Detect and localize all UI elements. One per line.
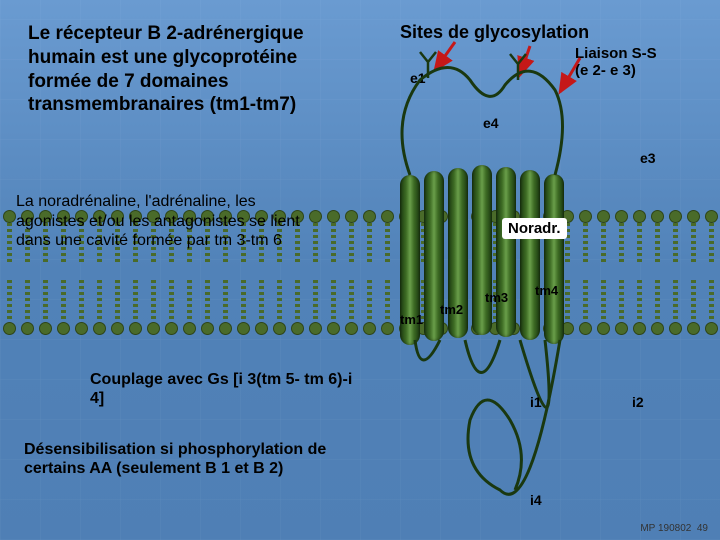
lipid — [631, 280, 647, 335]
label-i4: i4 — [530, 492, 542, 508]
helix-tm7 — [544, 174, 564, 344]
footer-page: 49 — [697, 523, 708, 534]
label-tm4: tm4 — [535, 283, 558, 298]
lipid — [181, 280, 197, 335]
lipid — [613, 210, 629, 265]
lipid — [685, 210, 701, 265]
lipid — [649, 210, 665, 265]
lipid — [649, 280, 665, 335]
lipid — [271, 280, 287, 335]
lipid — [685, 280, 701, 335]
label-e4: e4 — [483, 115, 499, 131]
lipid — [1, 280, 17, 335]
lipid — [595, 210, 611, 265]
lipid — [577, 210, 593, 265]
lipid — [163, 280, 179, 335]
lipid — [73, 280, 89, 335]
label-i2: i2 — [632, 394, 644, 410]
lipid — [595, 280, 611, 335]
label-e1: e1 — [410, 70, 426, 86]
liaison-line2: (e 2- e 3) — [575, 62, 657, 79]
label-e3: e3 — [640, 150, 656, 166]
lipid — [1, 210, 17, 265]
glyco-arrow-1 — [435, 42, 455, 70]
lipid — [217, 280, 233, 335]
lipid — [289, 280, 305, 335]
coupling-text: Couplage avec Gs [i 3(tm 5- tm 6)-i 4] — [90, 370, 370, 408]
lipid — [361, 210, 377, 265]
lipid — [55, 280, 71, 335]
liaison-label: Liaison S-S (e 2- e 3) — [575, 45, 657, 79]
noradr-label: Noradr. — [502, 218, 567, 239]
lipid — [613, 280, 629, 335]
lipid — [667, 280, 683, 335]
footer-id: MP 190802 — [640, 523, 691, 534]
binding-text: La noradrénaline, l'adrénaline, les agon… — [16, 192, 326, 251]
lipid — [703, 280, 719, 335]
lipid — [343, 280, 359, 335]
lipid — [19, 280, 35, 335]
lipid — [37, 280, 53, 335]
title-text: Le récepteur B 2-adrénergique humain est… — [28, 22, 358, 117]
glyco-arrow-2 — [520, 46, 530, 75]
lipid — [307, 280, 323, 335]
lipid — [379, 210, 395, 265]
lipid — [667, 210, 683, 265]
liaison-line1: Liaison S-S — [575, 45, 657, 62]
helix-tm4 — [472, 165, 492, 335]
desensitization-text: Désensibilisation si phosphorylation de … — [24, 440, 354, 478]
lipid — [235, 280, 251, 335]
lipid — [253, 280, 269, 335]
lipid — [91, 280, 107, 335]
glycosylation-title: Sites de glycosylation — [400, 22, 589, 43]
lipid — [361, 280, 377, 335]
label-tm3: tm3 — [485, 290, 508, 305]
lipid — [631, 210, 647, 265]
loop-i1-a — [415, 340, 440, 360]
label-tm1: tm1 — [400, 312, 423, 327]
footer: MP 190802 49 — [640, 523, 708, 534]
lipid — [145, 280, 161, 335]
loop-i2-a — [465, 340, 500, 373]
lipid — [127, 280, 143, 335]
helix-tm5 — [496, 167, 516, 337]
lipid — [379, 280, 395, 335]
c-terminal — [468, 340, 560, 494]
lipid — [199, 280, 215, 335]
lipid — [343, 210, 359, 265]
lipid — [325, 210, 341, 265]
lipid — [109, 280, 125, 335]
lipid — [577, 280, 593, 335]
label-i1: i1 — [530, 394, 542, 410]
lipid — [703, 210, 719, 265]
helix-tm6 — [520, 170, 540, 340]
lipid — [325, 280, 341, 335]
label-tm2: tm2 — [440, 302, 463, 317]
